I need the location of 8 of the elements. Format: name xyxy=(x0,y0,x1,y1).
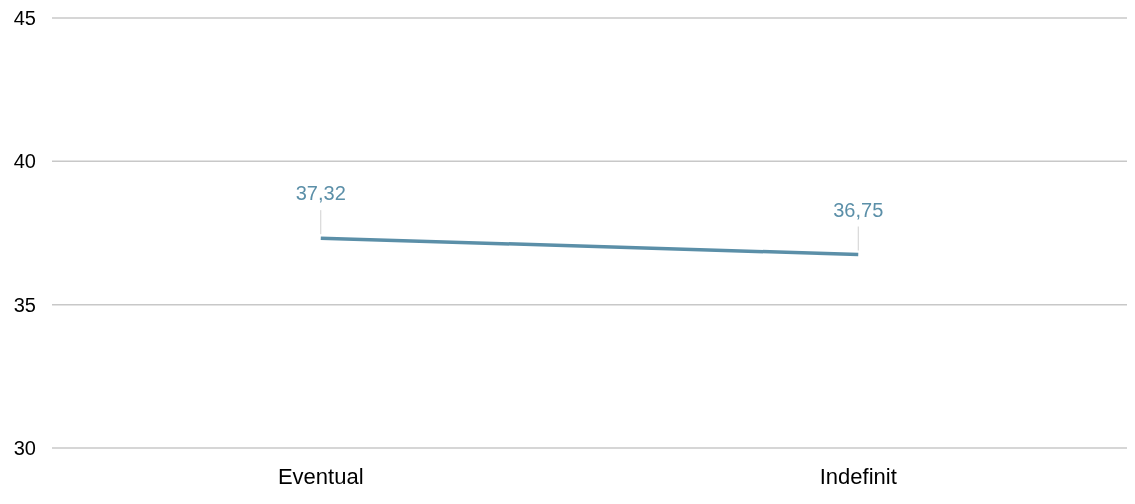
y-tick-label: 45 xyxy=(13,7,36,30)
x-tick-label: Eventual xyxy=(277,463,364,489)
data-label: 37,32 xyxy=(295,182,346,205)
x-tick-label: Indefinit xyxy=(819,463,897,489)
y-tick-label: 30 xyxy=(13,437,36,460)
y-tick-label: 40 xyxy=(13,150,36,173)
y-tick-label: 35 xyxy=(13,293,36,316)
data-label: 36,75 xyxy=(833,198,884,221)
